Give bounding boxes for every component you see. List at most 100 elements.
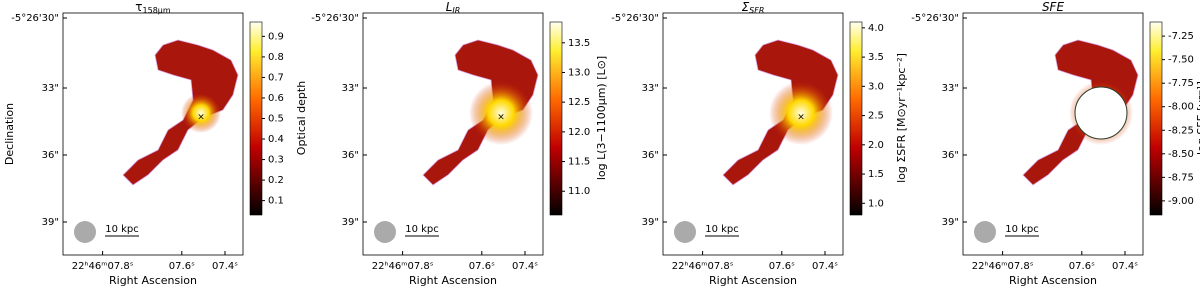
colorbar-tick-label: -7.50 xyxy=(1168,55,1194,66)
x-axis-label: Right Ascension xyxy=(709,274,797,287)
title-main: L xyxy=(446,0,453,14)
emission-core xyxy=(181,93,221,133)
colorbar-tick-label: -7.25 xyxy=(1168,31,1194,42)
colorbar-tick-label: 13.5 xyxy=(568,38,590,49)
emission-core xyxy=(769,81,833,145)
colorbar-tick-label: 0.3 xyxy=(268,155,284,166)
colorbar-tick-label: 0.1 xyxy=(268,196,284,207)
colorbar-tick-label: 0.2 xyxy=(268,175,284,186)
scale-bar-label: 10 kpc xyxy=(105,224,139,235)
map: × 10 kpc xyxy=(74,39,239,243)
colorbar-tick-label: -8.50 xyxy=(1168,149,1194,160)
beam xyxy=(674,221,696,243)
y-tick-label: 39" xyxy=(342,217,359,228)
colorbar-tick-label: -8.00 xyxy=(1168,102,1194,113)
map: × 10 kpc xyxy=(674,39,839,243)
colorbar-tick-label: 4.0 xyxy=(868,23,884,34)
colorbar xyxy=(549,21,563,216)
x-axis-label: Right Ascension xyxy=(1009,274,1097,287)
panel-title: ΣSFR xyxy=(742,0,765,15)
x-tick-label: 22ʰ46ᵐ07.8ˢ xyxy=(972,261,1034,272)
y-tick-label: -5°26'30" xyxy=(911,13,959,24)
colorbar-tick-label: 0.8 xyxy=(268,52,284,63)
title-sub: 158μm xyxy=(143,6,171,15)
y-tick-label: 33" xyxy=(642,83,659,94)
peak-marker: × xyxy=(497,113,505,123)
panel-title: τ158μm xyxy=(135,0,171,15)
x-tick-label: 07.6ˢ xyxy=(769,261,795,272)
colorbar-tick-label: -8.75 xyxy=(1168,172,1194,183)
title-main: SFE xyxy=(1042,0,1065,14)
scale-bar-label: 10 kpc xyxy=(1005,224,1039,235)
colorbar-tick-label: 2.5 xyxy=(868,111,884,122)
x-tick-label: 07.6ˢ xyxy=(469,261,495,272)
emission-core xyxy=(469,81,533,145)
colorbar-label: log SFE [yr⁻¹] xyxy=(1195,81,1200,155)
title-sub: IR xyxy=(452,6,460,15)
y-tick-label: 36" xyxy=(942,150,959,161)
scale-bar-label: 10 kpc xyxy=(405,224,439,235)
y-tick-label: 33" xyxy=(342,83,359,94)
colorbar-label: log L(3−1100μm) [L⊙] xyxy=(595,56,608,180)
peak-marker: × xyxy=(797,113,805,123)
scale-bar-label: 10 kpc xyxy=(705,224,739,235)
y-tick-label: 39" xyxy=(42,217,59,228)
y-tick-label: -5°26'30" xyxy=(611,13,659,24)
colorbar-tick-label: -9.00 xyxy=(1168,196,1194,207)
x-axis-label: Right Ascension xyxy=(109,274,197,287)
colorbar-tick-label: 12.0 xyxy=(568,127,590,138)
title-main: τ xyxy=(135,0,142,14)
panel-title: SFE xyxy=(1042,0,1065,14)
colorbar-tick-label: 1.0 xyxy=(868,198,884,209)
x-tick-label: 07.6ˢ xyxy=(1069,261,1095,272)
beam xyxy=(74,221,96,243)
x-tick-label: 22ʰ46ᵐ07.8ˢ xyxy=(72,261,134,272)
x-tick-label: 07.4ˢ xyxy=(812,261,838,272)
x-tick-label: 07.4ˢ xyxy=(512,261,538,272)
colorbar-tick-label: 0.6 xyxy=(268,93,284,104)
colorbar-tick-label: 1.5 xyxy=(868,169,884,180)
colorbar-tick-label: 0.5 xyxy=(268,114,284,125)
colorbar-tick-label: 0.9 xyxy=(268,31,284,42)
colorbar xyxy=(1149,21,1163,216)
colorbar-tick-label: 11.5 xyxy=(568,157,590,168)
panel-title: LIR xyxy=(446,0,461,15)
colorbar-tick-label: 3.5 xyxy=(868,52,884,63)
x-tick-label: 07.6ˢ xyxy=(169,261,195,272)
x-tick-label: 22ʰ46ᵐ07.8ˢ xyxy=(372,261,434,272)
title-sub: SFR xyxy=(749,6,764,15)
y-tick-label: 36" xyxy=(342,150,359,161)
y-tick-label: -5°26'30" xyxy=(11,13,59,24)
colorbar-tick-label: 13.0 xyxy=(568,67,590,78)
y-tick-label: -5°26'30" xyxy=(311,13,359,24)
colorbar-tick-label: 3.0 xyxy=(868,81,884,92)
colorbar xyxy=(249,21,263,216)
y-tick-label: 39" xyxy=(942,217,959,228)
y-tick-label: 36" xyxy=(642,150,659,161)
colorbar-tick-label: -7.75 xyxy=(1168,78,1194,89)
y-tick-label: 33" xyxy=(942,83,959,94)
colorbar-tick-label: 2.0 xyxy=(868,140,884,151)
y-tick-label: 33" xyxy=(42,83,59,94)
colorbar-tick-label: -8.25 xyxy=(1168,125,1194,136)
colorbar-label: Optical depth xyxy=(295,81,308,155)
colorbar-label: log ΣSFR [M⊙yr⁻¹kpc⁻²] xyxy=(895,53,908,183)
x-tick-label: 07.4ˢ xyxy=(1112,261,1138,272)
masked-core xyxy=(1074,86,1128,140)
beam xyxy=(974,221,996,243)
x-axis-label: Right Ascension xyxy=(409,274,497,287)
colorbar-tick-label: 0.7 xyxy=(268,72,284,83)
axes-frame xyxy=(62,12,244,256)
map: × 10 kpc xyxy=(374,39,539,243)
x-tick-label: 22ʰ46ᵐ07.8ˢ xyxy=(672,261,734,272)
colorbar xyxy=(849,21,863,216)
y-tick-label: 36" xyxy=(42,150,59,161)
colorbar-tick-label: 0.4 xyxy=(268,134,284,145)
x-tick-label: 07.4ˢ xyxy=(212,261,238,272)
y-axis-label: Declination xyxy=(3,103,16,165)
colorbar-tick-label: 11.0 xyxy=(568,186,590,197)
peak-marker: × xyxy=(197,113,205,123)
y-tick-label: 39" xyxy=(642,217,659,228)
map: 10 kpc xyxy=(974,39,1139,243)
